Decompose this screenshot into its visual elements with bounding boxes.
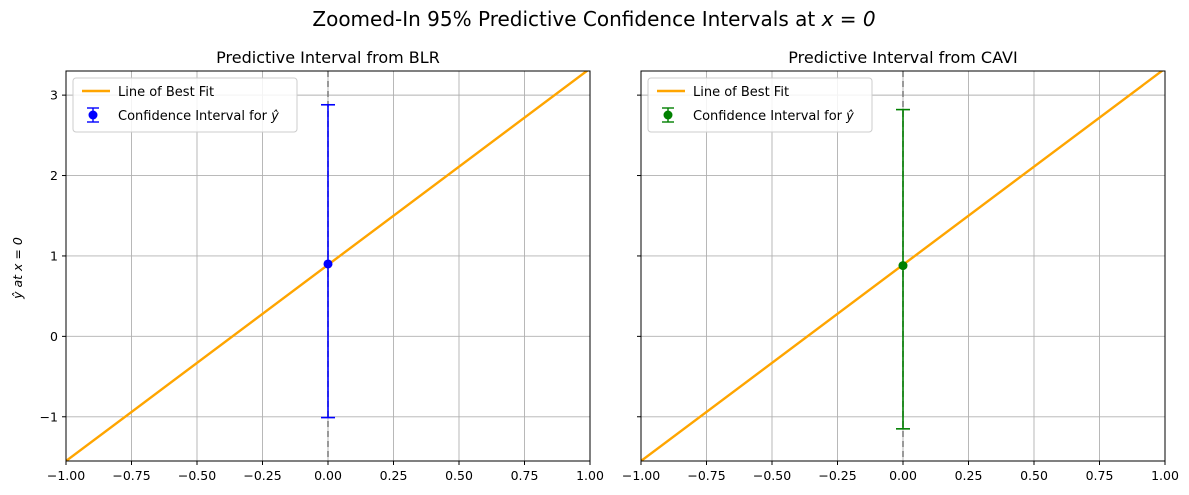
x-tick-label: −0.75 — [112, 468, 150, 483]
y-tick-label: 0 — [50, 329, 58, 344]
panel-title: Predictive Interval from CAVI — [788, 48, 1017, 67]
legend-interval-label-math: ŷ — [845, 109, 854, 124]
legend-box — [647, 77, 873, 133]
x-tick-label: 0.50 — [1020, 468, 1048, 483]
plot-area — [66, 71, 589, 461]
legend-interval-label: Confidence Interval for ŷ — [693, 109, 854, 124]
legend-interval-label-math: ŷ — [270, 109, 279, 124]
y-tick-label: 2 — [50, 168, 58, 183]
y-tick-label: 1 — [50, 248, 58, 263]
x-tick-label: −1.00 — [622, 468, 660, 483]
legend-interval-label-text: Confidence Interval for — [693, 109, 846, 124]
x-tick-label: 1.00 — [576, 468, 604, 483]
legend-line-label: Line of Best Fit — [693, 85, 789, 100]
legend-box — [72, 77, 298, 133]
x-tick-label: 0.75 — [1086, 468, 1114, 483]
x-tick-label: −0.50 — [178, 468, 216, 483]
x-tick-label: 0.50 — [445, 468, 473, 483]
legend-line-label: Line of Best Fit — [118, 85, 214, 100]
plot-area — [641, 71, 1164, 461]
x-tick-label: 1.00 — [1151, 468, 1179, 483]
legend-interval-label: Confidence Interval for ŷ — [118, 109, 279, 124]
x-tick-label: 0.00 — [314, 468, 342, 483]
prediction-point — [323, 259, 333, 269]
panel-blr: −1.00 −0.75 −0.50 −0.25 0.00 0.25 0.50 0.75 1.00… — [40, 48, 604, 483]
x-tick-label: 0.75 — [511, 468, 539, 483]
panel-title: Predictive Interval from BLR — [216, 48, 440, 67]
figure-suptitle: Zoomed-In 95% Predictive Confidence Inte… — [312, 7, 875, 31]
x-tick-label: 0.00 — [889, 468, 917, 483]
panel-cavi: −1.00 −0.75 −0.50 −0.25 0.00 0.25 0.50 0.75 1.00… — [622, 48, 1179, 483]
prediction-point — [898, 261, 908, 271]
legend-point-swatch — [663, 110, 673, 120]
x-tick-label: 0.25 — [955, 468, 983, 483]
x-tick-label: −1.00 — [47, 468, 85, 483]
x-tick-label: −0.25 — [818, 468, 856, 483]
x-tick-label: −0.50 — [753, 468, 791, 483]
x-tick-label: −0.75 — [687, 468, 725, 483]
y-axis-label: ŷ at x = 0 — [10, 237, 25, 300]
legend-point-swatch — [88, 110, 98, 120]
y-tick-label: −1 — [40, 409, 58, 424]
legend-interval-label-text: Confidence Interval for — [118, 109, 271, 124]
x-tick-label: −0.25 — [243, 468, 281, 483]
y-tick-label: 3 — [50, 88, 58, 103]
x-tick-label: 0.25 — [380, 468, 408, 483]
